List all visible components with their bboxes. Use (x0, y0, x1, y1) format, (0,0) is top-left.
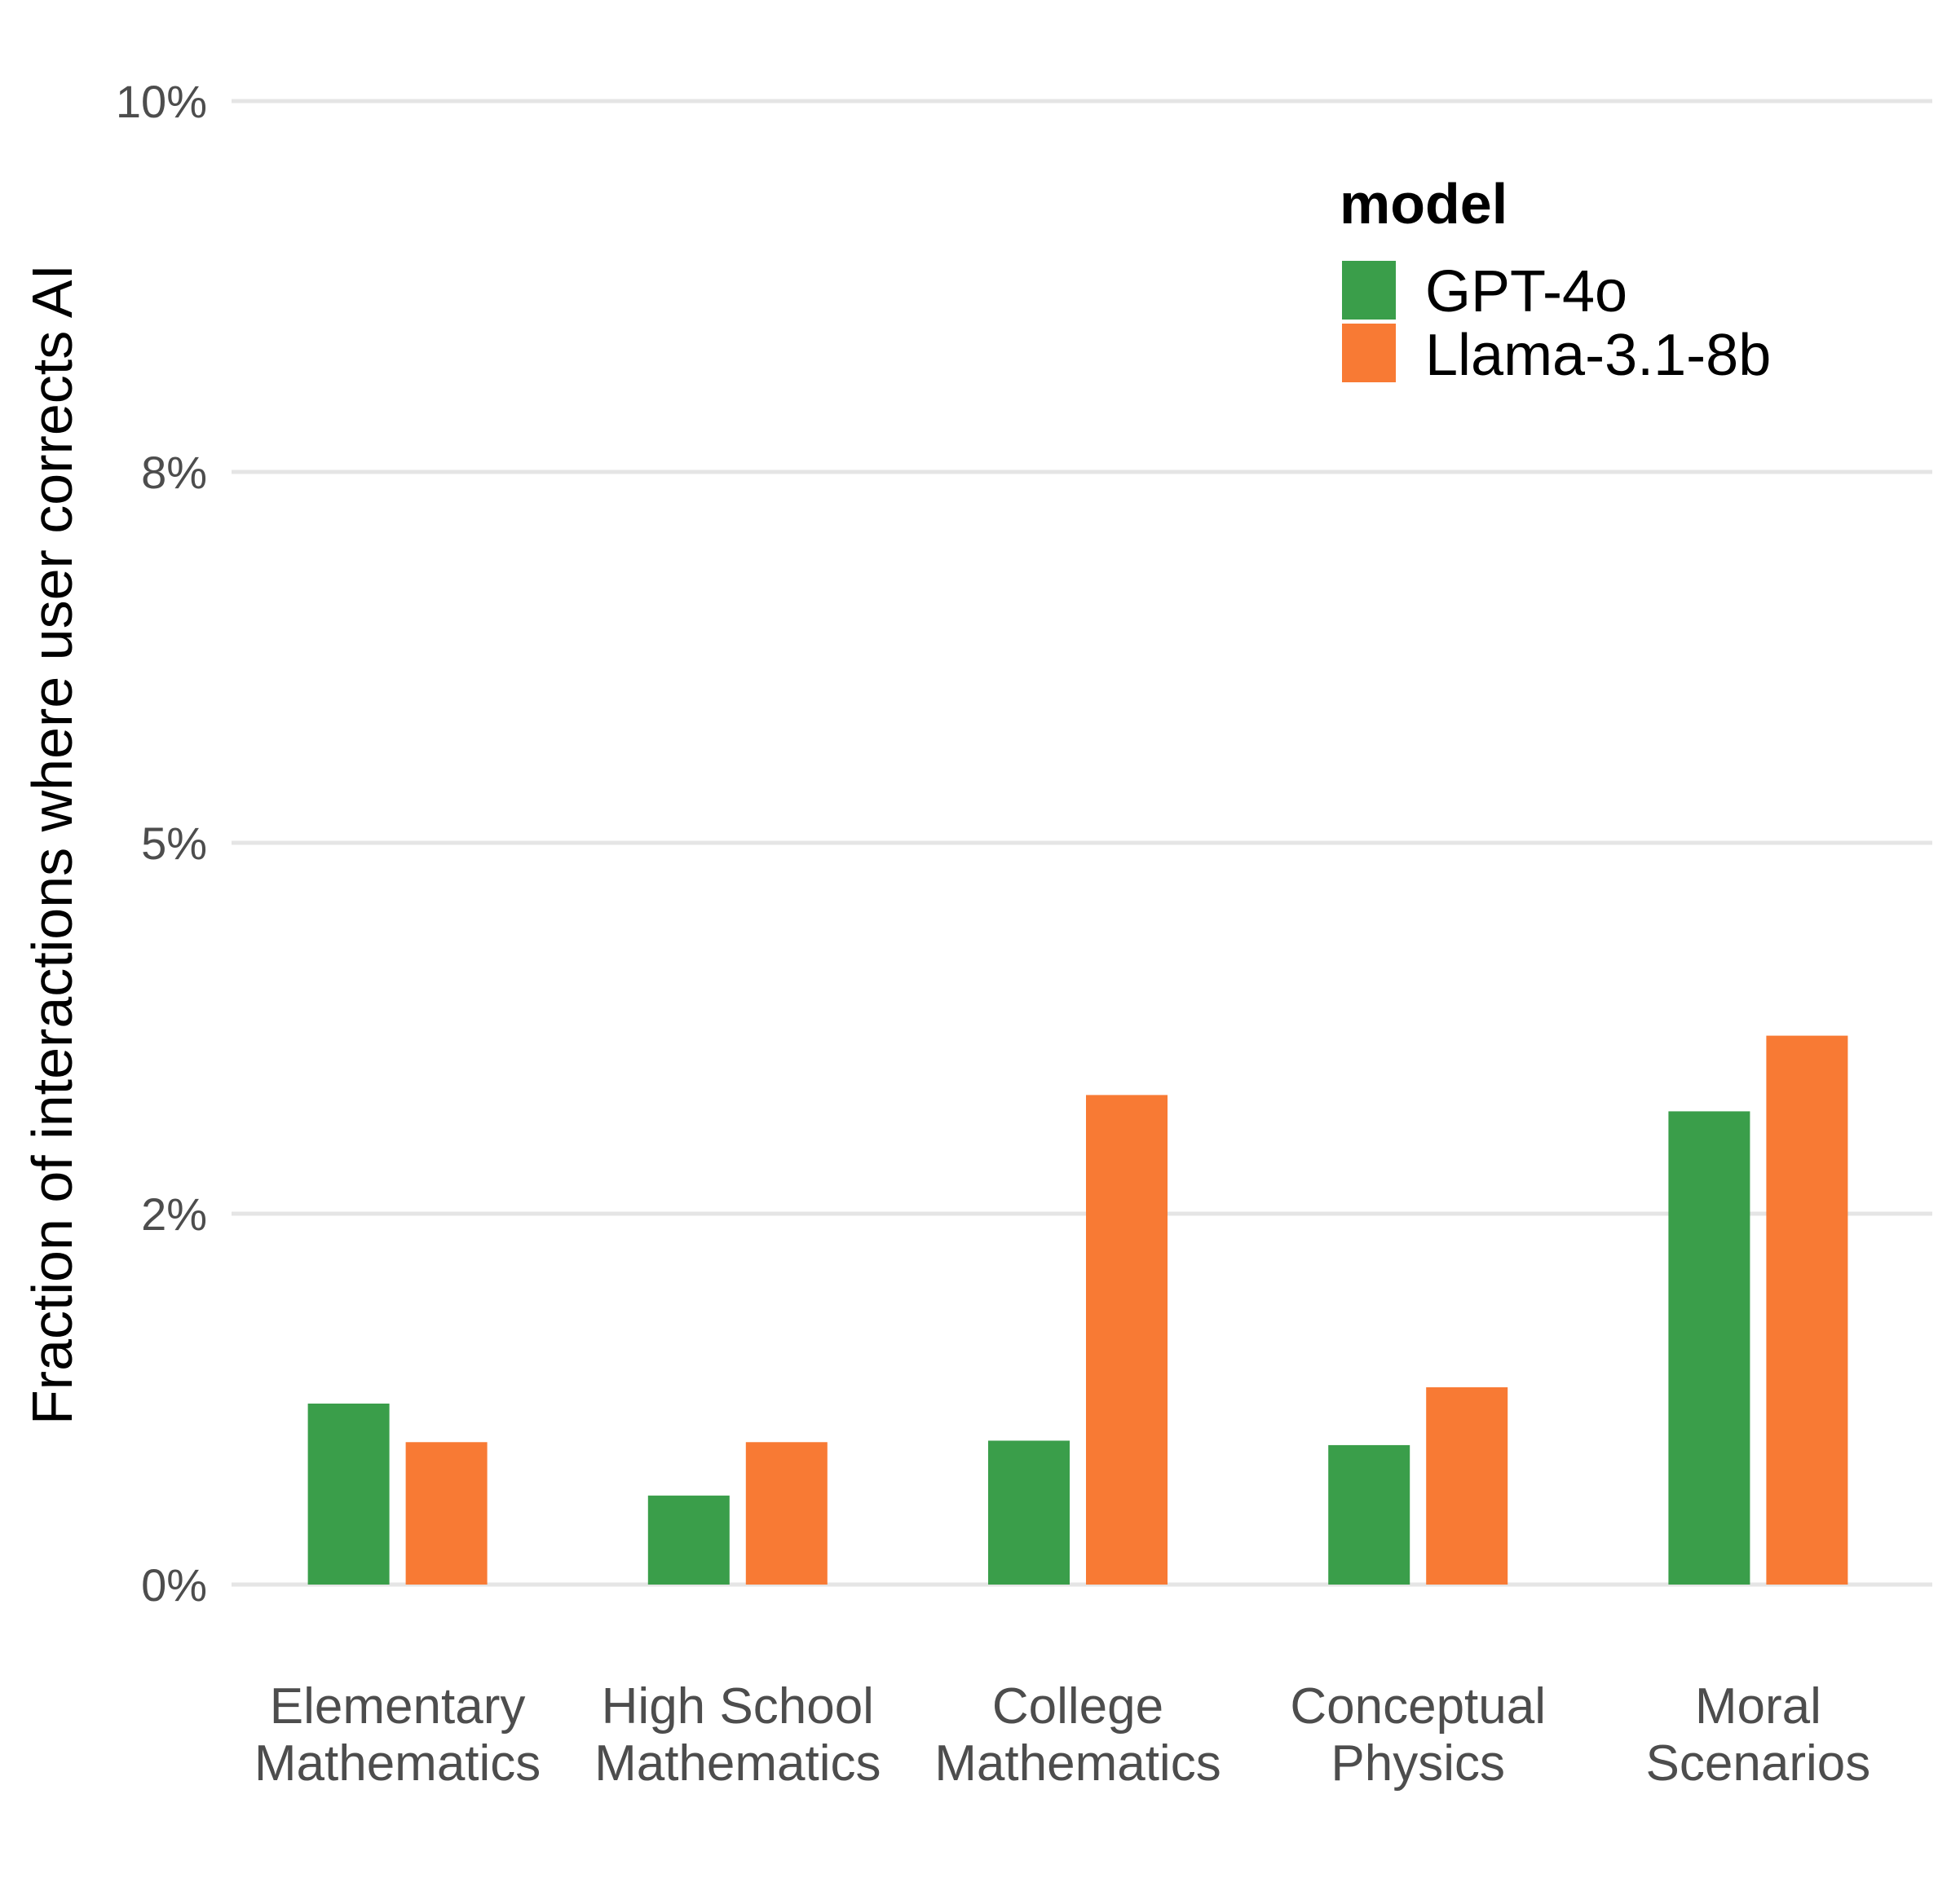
y-tick-label: 2% (141, 1188, 207, 1240)
y-axis-title: Fraction of interactions where user corr… (20, 264, 84, 1425)
legend-label-llama-3.1-8b: Llama-3.1-8b (1425, 323, 1771, 388)
bar-llama-3.1-8b (1426, 1386, 1508, 1585)
x-axis-categories: Elementary Mathematics High School Mathemat… (254, 1678, 1870, 1792)
x-category-label: High School Mathematics (594, 1678, 881, 1792)
bar-llama-3.1-8b (745, 1442, 828, 1585)
bar-llama-3.1-8b (1086, 1095, 1168, 1585)
gridlines (232, 99, 1932, 1587)
legend-swatch-llama-3.1-8b (1342, 324, 1396, 382)
legend-swatch-gpt-4o (1342, 261, 1396, 320)
bar-gpt-4o (1328, 1444, 1410, 1585)
bar-gpt-4o (647, 1495, 730, 1585)
y-tick-label: 10% (116, 76, 207, 127)
x-category-label: College Mathematics (934, 1678, 1221, 1792)
x-category-label: Elementary Mathematics (254, 1678, 541, 1792)
legend: model GPT-4o Llama-3.1-8b (1340, 172, 1771, 388)
bar-llama-3.1-8b (1766, 1035, 1848, 1585)
bar-gpt-4o (988, 1440, 1070, 1585)
y-tick-label: 5% (141, 818, 207, 869)
x-category-label: Conceptual Physics (1290, 1678, 1546, 1792)
bars (307, 1035, 1848, 1585)
y-tick-label: 8% (141, 447, 207, 498)
y-tick-label: 0% (141, 1559, 207, 1611)
x-category-label: Moral Scenarios (1646, 1678, 1871, 1792)
legend-label-gpt-4o: GPT-4o (1425, 259, 1627, 324)
bar-gpt-4o (1668, 1111, 1750, 1585)
bar-gpt-4o (307, 1403, 390, 1585)
legend-title: model (1340, 172, 1508, 236)
y-axis-ticks: 0% 2% 5% 8% 10% (116, 76, 207, 1611)
bar-llama-3.1-8b (405, 1442, 488, 1585)
